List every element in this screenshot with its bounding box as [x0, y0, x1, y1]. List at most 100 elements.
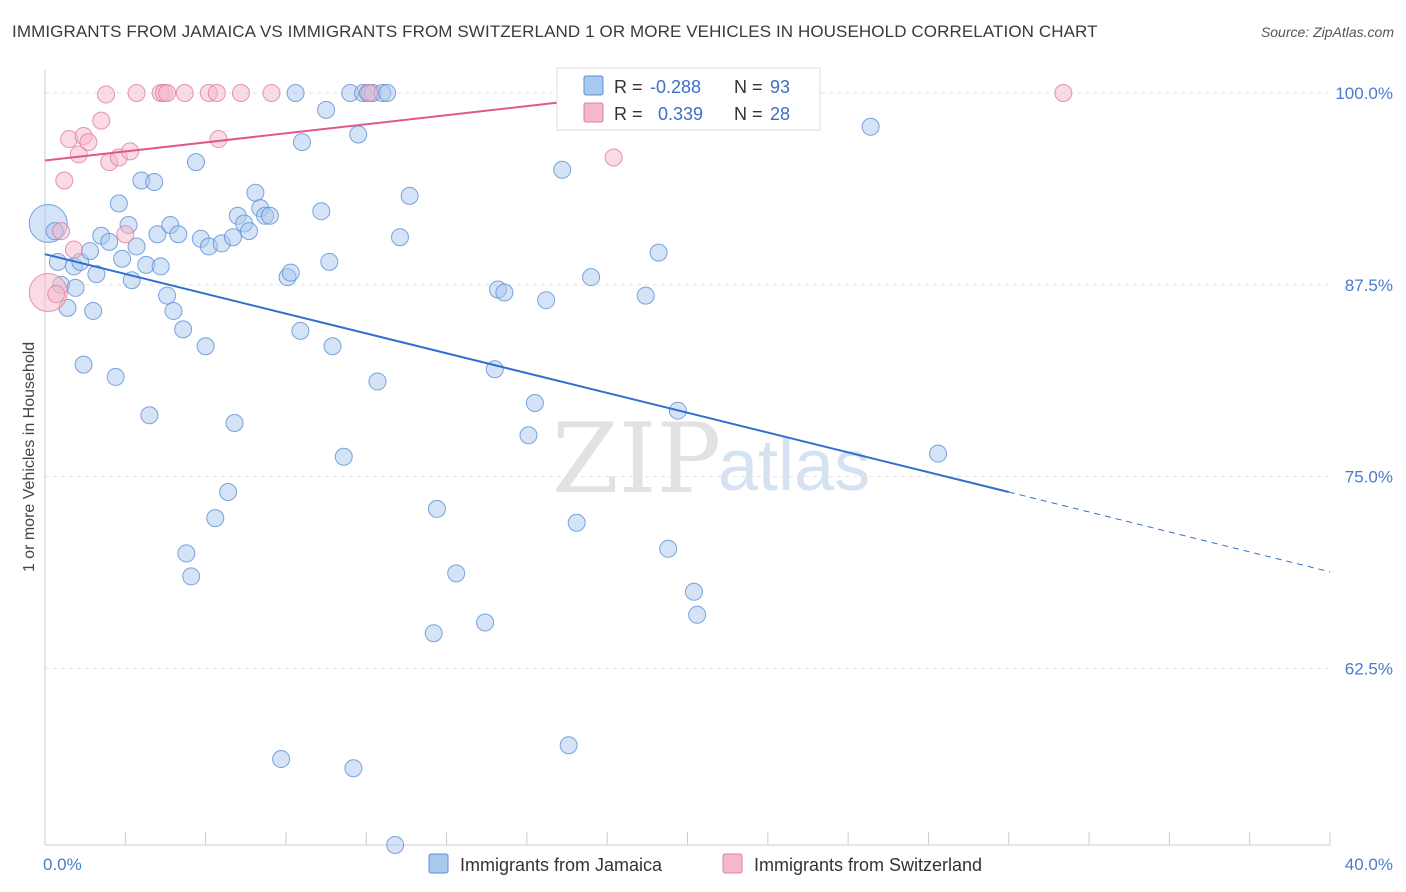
- point-jamaica: [239, 222, 258, 241]
- point-jamaica: [169, 225, 188, 244]
- point-switzerland: [47, 285, 66, 304]
- point-jamaica: [312, 202, 331, 221]
- trend-lines: [44, 92, 1331, 573]
- y-tick-label: 62.5%: [1345, 660, 1393, 679]
- point-jamaica: [688, 605, 707, 624]
- legend-r-value-2: 0.339: [658, 104, 703, 124]
- legend-n-label-2: N =: [734, 104, 763, 124]
- point-jamaica: [174, 320, 193, 339]
- point-jamaica: [87, 265, 106, 284]
- x-tick-label: 40.0%: [1345, 855, 1393, 874]
- bottom-legend: Immigrants from Jamaica Immigrants from …: [428, 853, 982, 875]
- legend-n-value-2: 28: [770, 104, 790, 124]
- point-jamaica: [424, 624, 443, 643]
- point-jamaica: [291, 321, 310, 340]
- watermark-zip: ZIP: [552, 403, 721, 515]
- point-jamaica: [293, 133, 311, 152]
- watermark: ZIP atlas: [552, 403, 870, 515]
- bottom-legend-jamaica-swatch: [428, 853, 449, 874]
- point-switzerland: [69, 145, 88, 164]
- point-jamaica: [659, 539, 678, 558]
- legend-n-value-1: 93: [770, 77, 790, 97]
- point-jamaica: [140, 406, 159, 425]
- y-tick-label: 75.0%: [1345, 468, 1393, 487]
- point-jamaica: [145, 173, 164, 192]
- watermark-atlas: atlas: [718, 426, 870, 506]
- point-jamaica: [109, 194, 128, 213]
- y-tick-label: 87.5%: [1345, 276, 1393, 295]
- point-switzerland: [262, 84, 281, 103]
- point-switzerland: [209, 130, 228, 149]
- point-jamaica: [127, 237, 146, 256]
- point-jamaica: [861, 117, 880, 136]
- x-axis-ticks: [44, 832, 1331, 845]
- point-switzerland: [97, 85, 116, 104]
- point-switzerland: [158, 84, 177, 103]
- point-jamaica: [537, 291, 556, 310]
- point-switzerland: [79, 133, 98, 152]
- point-jamaica: [553, 160, 572, 179]
- point-jamaica: [636, 286, 655, 305]
- point-jamaica: [196, 337, 215, 356]
- point-jamaica: [567, 513, 586, 532]
- point-jamaica: [158, 286, 177, 305]
- point-jamaica: [476, 613, 495, 632]
- point-jamaica: [206, 509, 225, 528]
- point-jamaica: [186, 153, 205, 172]
- point-jamaica: [225, 413, 244, 432]
- point-jamaica: [684, 582, 703, 601]
- bottom-legend-switzerland-label: Immigrants from Switzerland: [754, 855, 982, 875]
- legend-n-label-1: N =: [734, 77, 763, 97]
- point-switzerland: [92, 111, 111, 130]
- legend-jamaica-swatch: [583, 75, 604, 96]
- point-jamaica: [74, 355, 93, 374]
- point-jamaica: [100, 232, 119, 251]
- legend-r-value-1: -0.288: [650, 77, 701, 97]
- y-tick-label: 100.0%: [1335, 84, 1393, 103]
- point-jamaica: [323, 337, 342, 356]
- gridlines: [45, 92, 1330, 670]
- point-switzerland: [52, 222, 71, 241]
- point-switzerland: [116, 225, 135, 244]
- point-jamaica: [182, 567, 201, 586]
- point-jamaica: [390, 228, 409, 247]
- series-switzerland-points: [28, 84, 1073, 313]
- trend-line-switzerland: [44, 92, 643, 162]
- point-jamaica: [929, 444, 948, 463]
- point-jamaica: [281, 263, 300, 282]
- point-switzerland: [604, 148, 623, 167]
- point-jamaica: [427, 499, 446, 518]
- x-tick-label: 0.0%: [43, 855, 82, 874]
- point-jamaica: [246, 183, 265, 202]
- point-jamaica: [447, 564, 466, 583]
- point-jamaica: [368, 372, 387, 391]
- trend-line-jamaica: [44, 253, 1009, 494]
- point-switzerland: [175, 84, 194, 103]
- point-switzerland: [231, 84, 250, 103]
- y-axis-label: 1 or more Vehicles in Household: [21, 342, 38, 572]
- point-jamaica: [84, 301, 103, 320]
- trend-line-jamaica-extension: [1008, 491, 1331, 573]
- point-switzerland: [55, 171, 74, 190]
- point-jamaica: [386, 836, 405, 854]
- point-jamaica: [400, 186, 419, 205]
- point-jamaica: [317, 100, 336, 119]
- source-label: Source: ZipAtlas.com: [1260, 24, 1394, 40]
- x-axis-tick-labels: 0.0% 40.0%: [43, 855, 1393, 874]
- point-jamaica: [649, 243, 668, 262]
- bottom-legend-jamaica-label: Immigrants from Jamaica: [460, 855, 663, 875]
- bottom-legend-switzerland-swatch: [722, 853, 743, 874]
- point-jamaica: [582, 268, 601, 287]
- point-jamaica: [349, 125, 368, 144]
- legend-r-label-2: R =: [614, 104, 643, 124]
- point-jamaica: [334, 447, 353, 466]
- point-jamaica: [66, 278, 85, 297]
- point-jamaica: [177, 544, 196, 563]
- chart-title: IMMIGRANTS FROM JAMAICA VS IMMIGRANTS FR…: [12, 22, 1098, 41]
- point-switzerland: [207, 84, 226, 103]
- point-jamaica: [164, 301, 183, 320]
- point-jamaica: [260, 206, 279, 225]
- point-jamaica: [219, 483, 238, 502]
- point-jamaica: [519, 426, 538, 445]
